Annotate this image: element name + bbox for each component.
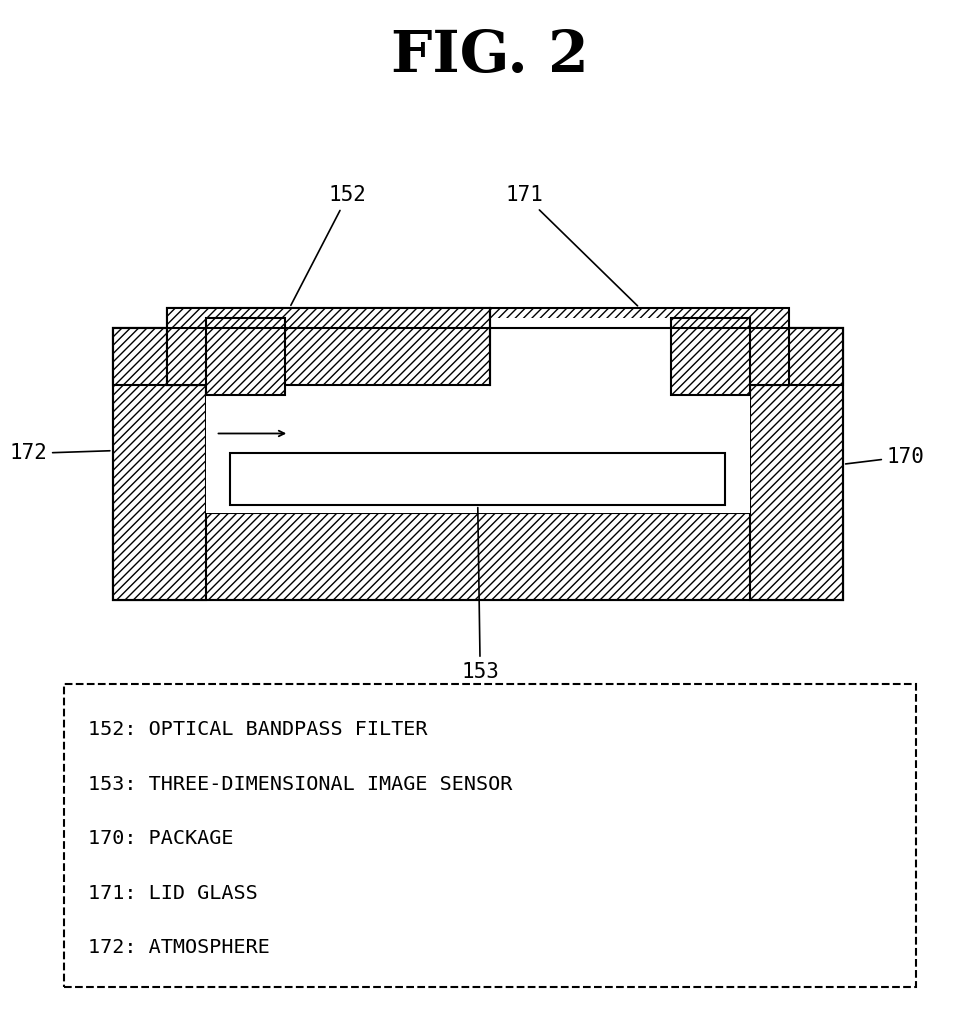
Bar bbox=[167, 308, 789, 385]
Text: 152: OPTICAL BANDPASS FILTER: 152: OPTICAL BANDPASS FILTER bbox=[88, 720, 427, 740]
Bar bbox=[750, 328, 843, 600]
Text: 170: PACKAGE: 170: PACKAGE bbox=[88, 829, 233, 849]
Text: 153: THREE-DIMENSIONAL IMAGE SENSOR: 153: THREE-DIMENSIONAL IMAGE SENSOR bbox=[88, 775, 513, 794]
Text: 171: 171 bbox=[506, 186, 638, 306]
Text: 170: 170 bbox=[846, 446, 925, 467]
Text: FIG. 2: FIG. 2 bbox=[391, 29, 589, 84]
Text: 153: 153 bbox=[462, 508, 499, 681]
Bar bbox=[113, 513, 843, 600]
Bar bbox=[285, 318, 670, 395]
Bar bbox=[113, 328, 843, 600]
Bar bbox=[167, 308, 490, 385]
FancyBboxPatch shape bbox=[64, 684, 916, 987]
Bar bbox=[113, 328, 843, 385]
Text: 172: 172 bbox=[9, 443, 110, 464]
Text: 172: ATMOSPHERE: 172: ATMOSPHERE bbox=[88, 938, 270, 957]
Bar bbox=[230, 453, 725, 505]
Bar bbox=[206, 385, 750, 513]
Bar bbox=[670, 318, 750, 395]
Text: 171: LID GLASS: 171: LID GLASS bbox=[88, 883, 258, 903]
Bar bbox=[113, 328, 206, 600]
Text: 152: 152 bbox=[291, 186, 367, 306]
Bar bbox=[206, 318, 285, 395]
